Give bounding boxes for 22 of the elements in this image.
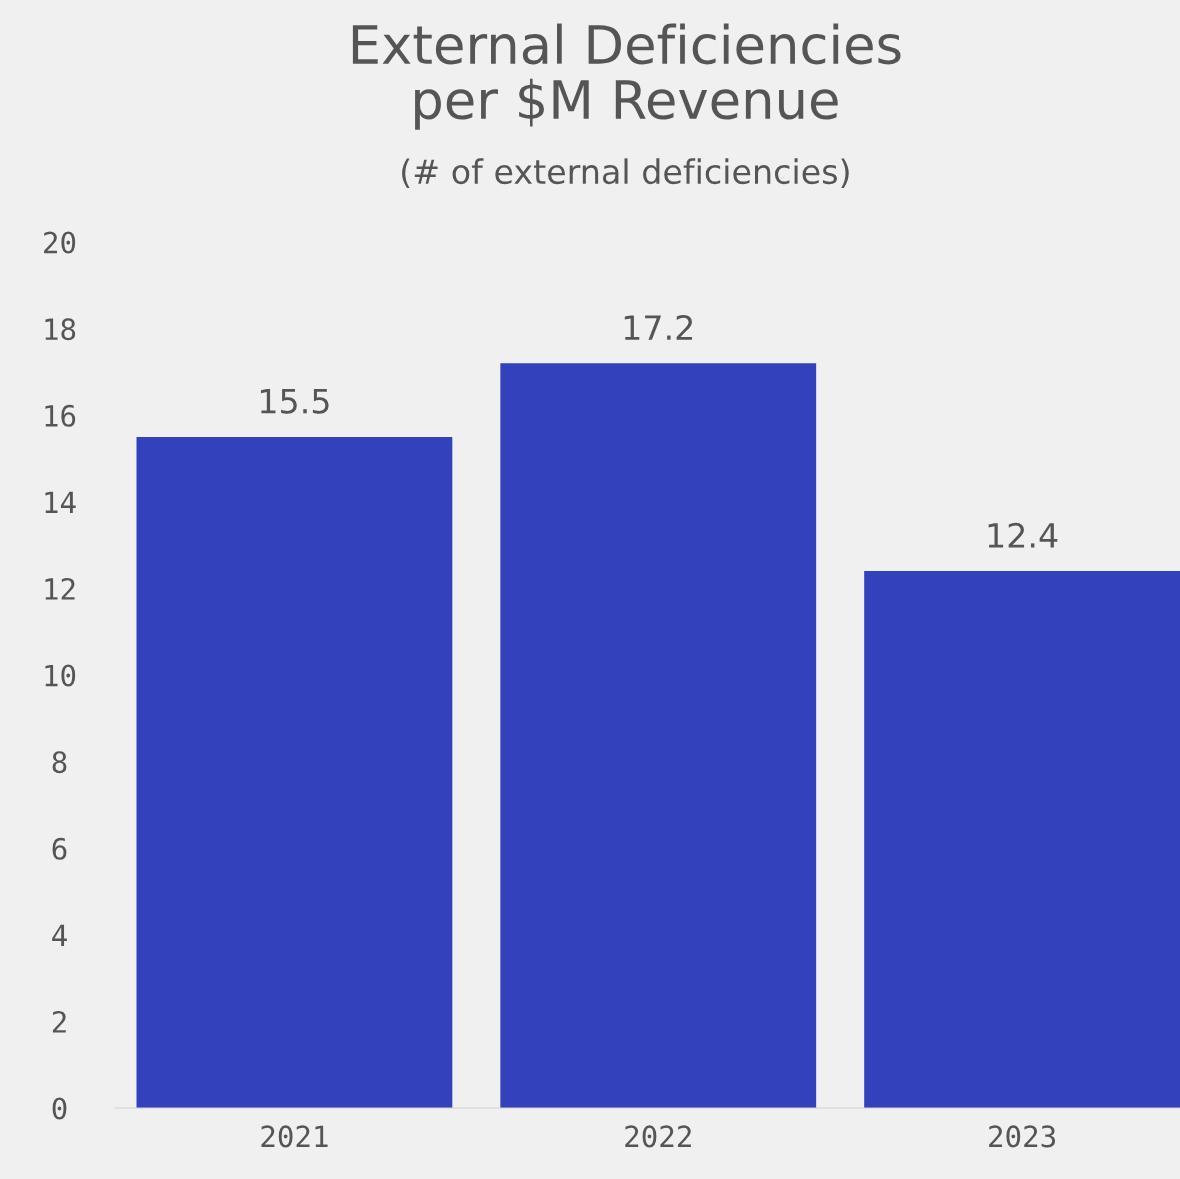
y-tick-label: 16 xyxy=(45,404,76,427)
y-tick-label: 6 xyxy=(52,837,67,860)
data-label: 17.2 xyxy=(624,314,693,340)
data-label: 15.5 xyxy=(260,388,329,414)
bar xyxy=(500,363,817,1109)
bar xyxy=(864,571,1180,1109)
y-tick-label: 2 xyxy=(52,1010,66,1033)
x-tick-label: 2022 xyxy=(625,1125,691,1148)
x-tick-label: 2023 xyxy=(989,1125,1056,1148)
chart-title: External Deficiencies per $M Revenue xyxy=(352,23,901,130)
y-tick-label: 20 xyxy=(44,231,76,254)
y-tick-label: 8 xyxy=(52,751,67,774)
bar xyxy=(136,436,453,1109)
y-tick-label: 10 xyxy=(45,664,76,687)
y-tick-label: 12 xyxy=(45,577,75,600)
y-tick-label: 4 xyxy=(52,924,67,946)
y-tick-label: 14 xyxy=(45,491,76,513)
x-tick-label: 2021 xyxy=(261,1125,328,1148)
y-tick-label: 0 xyxy=(52,1097,67,1120)
chart-subtitle: (# of external deficiencies) xyxy=(402,158,849,189)
data-label: 12.4 xyxy=(988,522,1058,548)
y-tick-label: 18 xyxy=(45,318,76,341)
